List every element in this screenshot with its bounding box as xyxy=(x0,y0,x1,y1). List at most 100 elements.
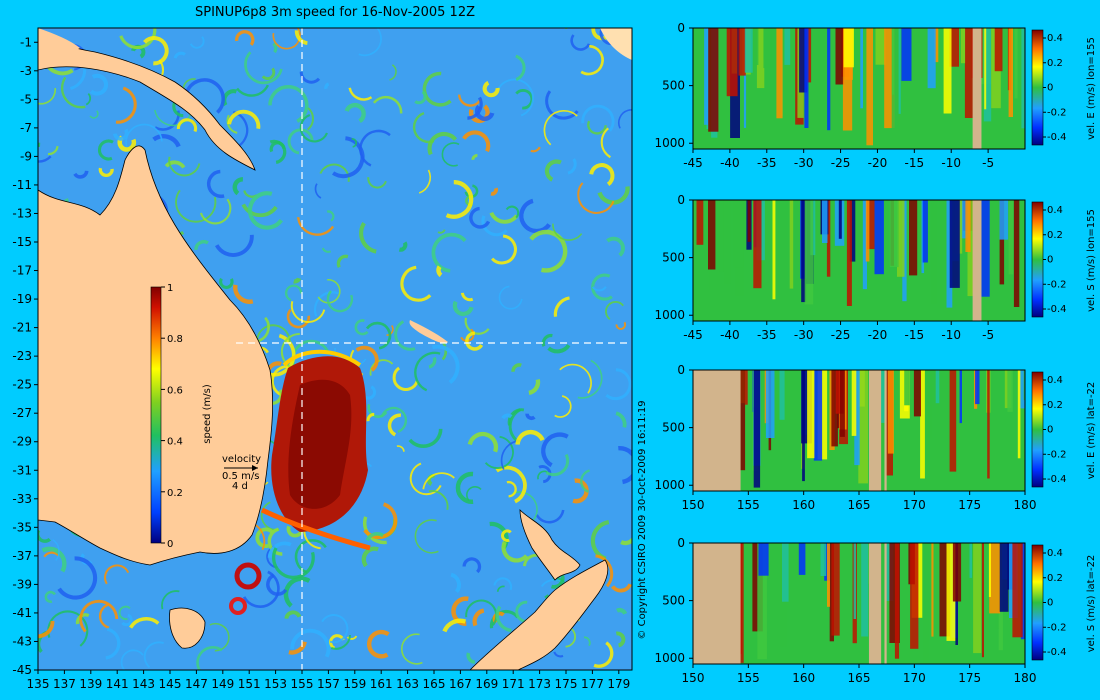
velocity-streak xyxy=(807,370,815,459)
eddy-filament xyxy=(189,36,205,49)
velocity-streak xyxy=(846,200,852,306)
eddy-filament xyxy=(541,432,569,468)
velocity-streak xyxy=(865,200,870,262)
lon-tick-label: 173 xyxy=(528,677,551,691)
speed-colorbar-tick-label: 0 xyxy=(167,539,173,550)
velocity-streak xyxy=(1013,200,1020,307)
eddy-filament xyxy=(396,445,405,452)
eddy-filament xyxy=(595,554,614,588)
lat-tick-label: -19 xyxy=(12,292,32,306)
land-mask xyxy=(884,370,887,491)
velocity-streak xyxy=(987,370,990,479)
eddy-filament xyxy=(412,111,435,144)
velocity-streak xyxy=(952,543,962,602)
eddy-filament xyxy=(313,291,339,317)
section-colorbar xyxy=(1031,29,1044,146)
section-x-tick-label: -5 xyxy=(982,156,994,170)
velocity-streak xyxy=(747,200,751,242)
section-y-tick-label: 0 xyxy=(677,363,685,377)
eddy-filament xyxy=(125,123,163,148)
land-mask xyxy=(868,370,882,491)
velocity-streak xyxy=(779,370,785,420)
section-colorbar-tick-label: 0 xyxy=(1047,83,1053,94)
eddy-filament xyxy=(38,155,52,163)
eddy-filament xyxy=(505,205,520,219)
eddy-filament xyxy=(98,167,114,178)
velocity-streak xyxy=(757,543,767,660)
velocity-streak xyxy=(744,28,753,73)
velocity-streak xyxy=(879,370,885,423)
eddy-filament xyxy=(354,319,369,336)
lat-tick-label: -39 xyxy=(12,577,32,591)
velocity-streak xyxy=(981,543,984,658)
eddy-filament xyxy=(482,80,500,98)
section-x-tick-label: 165 xyxy=(848,671,871,685)
eddy-filament xyxy=(515,89,534,110)
lat-tick-label: -41 xyxy=(12,606,32,620)
section-colorbar-tick-label: -0.4 xyxy=(1047,132,1067,143)
eddy-filament xyxy=(428,489,449,510)
lon-tick-label: 179 xyxy=(607,677,630,691)
eddy-filament xyxy=(380,406,408,433)
eddy-filament xyxy=(495,78,534,117)
eddy-filament xyxy=(175,189,217,223)
eddy-filament xyxy=(326,210,335,222)
eddy-filament xyxy=(462,557,482,574)
lon-tick-label: 155 xyxy=(291,677,314,691)
lon-tick-label: 135 xyxy=(27,677,50,691)
section-panel-label: vel. S (m/s) lat=-22 xyxy=(1086,555,1097,653)
velocity-streak xyxy=(738,28,746,76)
lon-tick-label: 145 xyxy=(159,677,182,691)
eddy-filament xyxy=(365,321,392,350)
eddy-filament xyxy=(466,485,482,502)
section-colorbar-tick-label: 0.4 xyxy=(1047,548,1063,559)
velocity-streak xyxy=(983,28,992,122)
velocity-streak xyxy=(862,200,867,290)
eddy-filament xyxy=(85,92,92,106)
velocity-streak xyxy=(1021,28,1025,129)
velocity-streak xyxy=(910,543,919,649)
velocity-streak xyxy=(965,200,971,252)
velocity-streak xyxy=(935,370,940,404)
eddy-filament xyxy=(580,469,591,493)
section-y-tick-label: 0 xyxy=(677,21,685,35)
eddy-filament xyxy=(398,241,408,252)
velocity-streak xyxy=(866,28,873,146)
velocity-streak xyxy=(894,543,900,659)
eddy-filament xyxy=(491,234,517,265)
land-mask xyxy=(693,543,741,664)
eddy-filament xyxy=(589,163,615,187)
velocity-streak xyxy=(784,28,791,65)
section-colorbar-tick-label: 0.2 xyxy=(1047,400,1063,411)
eddy-filament xyxy=(567,158,577,175)
velocity-key-duration: 4 d xyxy=(232,481,248,492)
eddy-filament xyxy=(394,320,416,351)
eddy-filament xyxy=(437,229,446,234)
velocity-streak xyxy=(923,370,933,439)
eddy-filament xyxy=(38,620,55,639)
velocity-key-speed: 0.5 m/s xyxy=(222,471,259,482)
eddy-filament xyxy=(196,646,223,670)
velocity-streak xyxy=(835,28,845,85)
eddy-filament xyxy=(605,368,632,401)
section-y-tick-label: 1000 xyxy=(654,136,685,150)
section-x-tick-label: -45 xyxy=(683,328,703,342)
map-frame xyxy=(37,27,633,671)
lon-tick-label: 171 xyxy=(502,677,525,691)
velocity-streak xyxy=(708,28,719,132)
section-colorbar-tick-label: -0.2 xyxy=(1047,449,1067,460)
section-colorbar-tick-label: -0.2 xyxy=(1047,622,1067,633)
eddy-filament xyxy=(38,88,57,105)
section-panel: 150 155 160 165 170 175 180 0 500 1000 0.4 0.2 0 -0.2… xyxy=(654,363,1097,512)
eddy-filament xyxy=(460,328,475,342)
velocity-streak xyxy=(949,200,960,288)
eddy-filament xyxy=(460,292,474,302)
velocity-streak xyxy=(723,200,731,284)
velocity-streak xyxy=(949,370,957,472)
land-new-caledonia xyxy=(409,320,448,344)
lon-tick-label: 143 xyxy=(132,677,155,691)
section-colorbar-tick-label: 0.4 xyxy=(1047,205,1063,216)
eddy-filament xyxy=(329,634,345,650)
eddy-filament xyxy=(41,546,67,573)
